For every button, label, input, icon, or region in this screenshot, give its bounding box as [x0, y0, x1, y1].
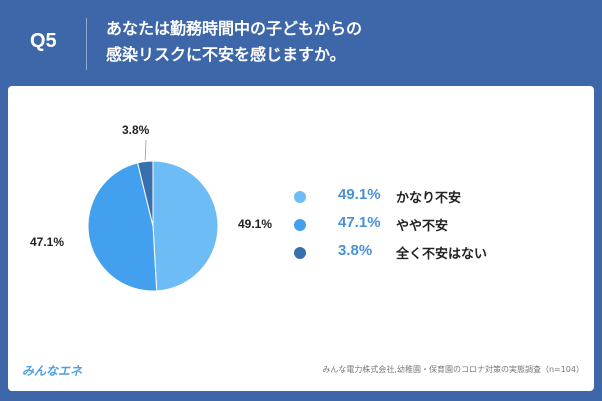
pie-data-label: 3.8%	[122, 123, 150, 137]
question-title: あなたは勤務時間中の子どもからの 感染リスクに不安を感じますか。	[106, 16, 362, 68]
pie-slice	[137, 160, 154, 227]
pie-chart: 49.1% 47.1% 3.8%	[30, 123, 272, 292]
legend-swatch	[294, 219, 306, 231]
legend-percent: 3.8%	[338, 242, 373, 259]
leader-line	[144, 139, 147, 161]
source-note: みんな電力株式会社,幼稚園・保育園のコロナ対策の実態調査（n=104）	[322, 365, 584, 374]
question-title-line2: 感染リスクに不安を感じますか。	[106, 45, 346, 64]
legend-percent: 49.1%	[338, 186, 381, 203]
chart-card: 49.1% 47.1% 3.8% 49.1% かなり不安 47.1% やや不安 3.8% 全く…	[8, 86, 594, 391]
legend-swatch	[294, 191, 306, 203]
header: Q5 あなたは勤務時間中の子どもからの 感染リスクに不安を感じますか。	[0, 0, 602, 86]
legend-label: 全く不安はない	[396, 247, 488, 262]
pie-data-label: 49.1%	[238, 217, 272, 231]
question-number: Q5	[30, 30, 57, 52]
legend-label: やや不安	[396, 219, 449, 234]
legend-label: かなり不安	[396, 191, 462, 206]
pie-data-label: 47.1%	[30, 235, 64, 249]
pie-slice	[152, 160, 219, 292]
question-title-line1: あなたは勤務時間中の子どもからの	[106, 19, 363, 38]
brand-logo: みんなエネ	[22, 364, 83, 378]
header-divider	[86, 18, 87, 70]
pie-slice	[87, 162, 158, 292]
legend-swatch	[294, 247, 306, 259]
legend-percent: 47.1%	[338, 214, 381, 231]
